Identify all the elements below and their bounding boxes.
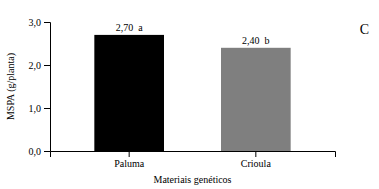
tick-mark <box>44 108 50 109</box>
y-axis-title: MSPA (g/planta) <box>5 53 17 120</box>
tick-mark <box>44 22 50 23</box>
axis-line <box>44 23 51 152</box>
data-label: 2,70 a <box>116 22 143 33</box>
x-axis-title: Materiais genéticos <box>153 174 231 185</box>
tick: Paluma <box>114 151 145 169</box>
x-axis: Paluma Crioula <box>51 151 336 169</box>
tick: 1,0 <box>29 103 51 114</box>
tick: 0,0 <box>29 146 51 157</box>
bar <box>94 35 164 151</box>
panel-label: C <box>360 22 369 37</box>
tick-mark <box>255 151 256 157</box>
y-axis: 0,0 1,0 2,0 3,0 <box>29 17 51 157</box>
tick: 3,0 <box>29 17 51 28</box>
data-label: 2,40 b <box>242 35 269 46</box>
tick-label: 3,0 <box>29 17 42 28</box>
tick-label: Crioula <box>241 158 272 169</box>
plot-area: 0,0 1,0 2,0 3,0 Paluma Crioula 2,70 a 2,40 b <box>29 17 336 169</box>
tick-mark <box>44 65 50 66</box>
tick: Crioula <box>241 151 272 169</box>
chart: 0,0 1,0 2,0 3,0 Paluma Crioula 2,70 a 2,40 b MSP… <box>0 0 379 189</box>
bars <box>94 35 290 151</box>
data-labels: 2,70 a 2,40 b <box>116 22 270 46</box>
tick-label: 0,0 <box>29 146 42 157</box>
tick-label: Paluma <box>114 158 145 169</box>
axis-line <box>51 152 336 158</box>
bar <box>221 48 291 151</box>
tick-label: 1,0 <box>29 103 42 114</box>
tick-mark <box>44 151 50 152</box>
tick-label: 2,0 <box>29 60 42 71</box>
tick: 2,0 <box>29 60 51 71</box>
tick-mark <box>129 151 130 157</box>
